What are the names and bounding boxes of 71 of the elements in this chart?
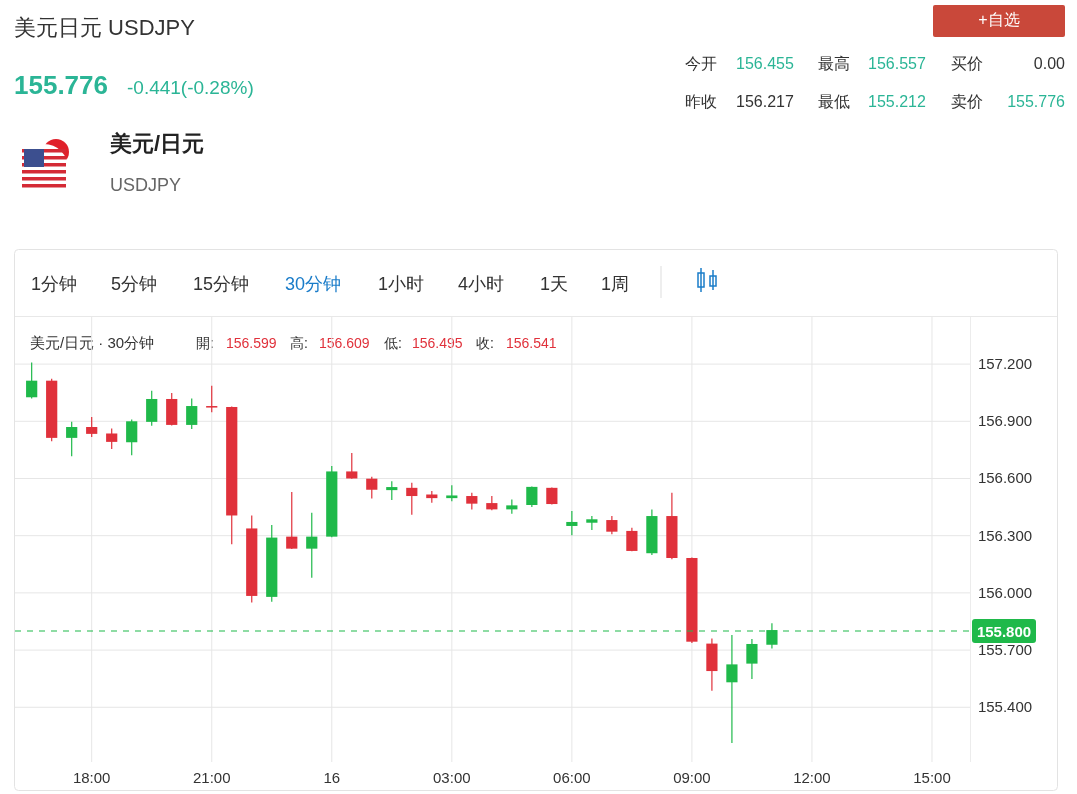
candlestick: [86, 416, 98, 438]
text: 1小时: [378, 274, 425, 294]
candlestick: [126, 418, 138, 456]
candlestick: [186, 397, 198, 430]
candlestick: [106, 427, 118, 450]
x-tick-label: 16: [323, 769, 341, 786]
text: 15分钟: [193, 274, 250, 294]
annotation: 高:: [290, 335, 308, 351]
y-tick-label: 157.200: [977, 355, 1033, 373]
text: +自选: [978, 11, 1020, 28]
candlestick: [566, 510, 578, 536]
x-tick-label: 09:00: [673, 769, 711, 786]
candlestick: [386, 480, 398, 501]
text: 卖价: [951, 93, 983, 110]
text: 155.776: [14, 70, 108, 100]
annotation: 低:: [384, 335, 402, 351]
x-tick-label: 06:00: [553, 769, 591, 786]
candlestick: [746, 638, 758, 680]
candlestick: [726, 634, 738, 744]
chart-title: 美元日元 USDJPY: [14, 15, 196, 40]
annotation: 美元/日元 · 30分钟: [30, 334, 155, 351]
text: 156.557: [868, 55, 926, 72]
annotation: 156.609: [319, 335, 370, 351]
candlestick: [366, 476, 378, 500]
candlestick: [206, 385, 218, 413]
text: 最高: [818, 55, 850, 72]
annotation: 開:: [196, 335, 214, 351]
text: 30分钟: [285, 274, 342, 294]
candlestick: [66, 421, 78, 457]
text: 156.217: [736, 93, 794, 110]
x-tick-label: 15:00: [913, 769, 951, 786]
candlestick: [26, 361, 38, 400]
text: 155.776: [1007, 93, 1066, 110]
annotation: 156.599: [226, 335, 277, 351]
text: 美元/日元: [109, 131, 205, 156]
x-tick-label: 21:00: [192, 769, 231, 786]
text: 买价: [951, 55, 983, 72]
text: 最低: [818, 93, 850, 110]
x-tick-label: 12:00: [793, 769, 831, 786]
text: 今开: [685, 55, 717, 72]
candlestick: [526, 485, 538, 508]
candlestick: [406, 482, 418, 516]
candlestick: [286, 491, 298, 550]
annotation: 156.495: [412, 335, 463, 351]
y-tick-label: 156.000: [977, 583, 1033, 601]
y-tick-label: 156.900: [977, 412, 1033, 430]
y-tick-label: 155.700: [977, 641, 1033, 659]
candlestick: [306, 512, 318, 579]
text: 1天: [540, 274, 569, 294]
text: 4小时: [458, 274, 505, 294]
y-tick-label: 156.600: [977, 469, 1033, 487]
candlestick: [346, 452, 358, 480]
text: 1周: [601, 274, 630, 294]
y-tick-label: 155.400: [977, 698, 1033, 716]
candlestick: [146, 390, 158, 427]
text: 0.00: [1033, 55, 1066, 72]
text: -0.441(-0.28%): [127, 77, 254, 98]
candlestick: [586, 515, 598, 531]
y-tick-label: 156.300: [977, 526, 1033, 544]
text: 昨收: [685, 93, 717, 110]
candlestick: [606, 515, 618, 535]
text: 1分钟: [31, 274, 78, 294]
text: 155.212: [868, 93, 926, 110]
annotation: 156.541: [506, 335, 557, 351]
text: 156.455: [736, 55, 794, 72]
x-tick-label: 03:00: [433, 769, 471, 786]
ref-line-label: 155.800: [976, 622, 1032, 640]
annotation: 收:: [476, 335, 494, 351]
text: 5分钟: [111, 274, 158, 294]
text: USDJPY: [110, 175, 182, 195]
x-tick-label: 18:00: [72, 769, 111, 786]
